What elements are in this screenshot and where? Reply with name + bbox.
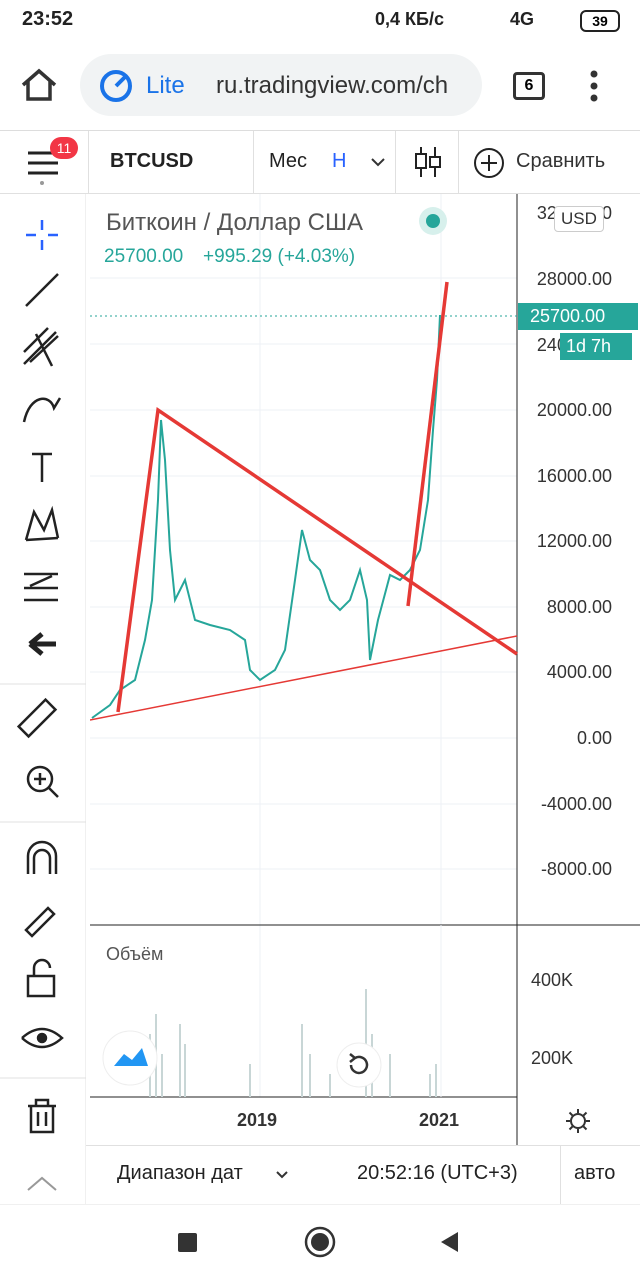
price-label: 16000.00 [536, 466, 612, 486]
divider [395, 131, 396, 193]
divider [560, 1146, 561, 1204]
symbol[interactable]: BTCUSD [110, 150, 194, 172]
time-label: 2019 [237, 1110, 278, 1130]
price-label: 12000.00 [536, 531, 612, 551]
divider [253, 131, 254, 193]
compare-icon[interactable] [473, 147, 505, 179]
legend-price: 25700.00 [104, 246, 184, 267]
network: 4G [510, 9, 535, 29]
volume-label: 400K [531, 970, 574, 990]
currency[interactable]: USD [554, 206, 604, 232]
dropdown-arrow [276, 1171, 288, 1179]
lite-icon [100, 70, 132, 102]
url: ru.tradingview.com/ch [216, 72, 449, 99]
text-tool[interactable] [32, 452, 52, 482]
prediction-tool[interactable] [24, 572, 58, 602]
ruler-tool[interactable] [16, 697, 58, 739]
time-label: 2021 [419, 1110, 460, 1130]
home-nav-button[interactable] [304, 1226, 336, 1258]
home-button[interactable] [20, 68, 58, 102]
dropdown-arrow [371, 158, 385, 167]
more-tools[interactable] [27, 1176, 57, 1191]
bottom-toolbar: Диапазон дат 20:52:16 (UTC+3) авто [86, 1145, 640, 1204]
delete-tool[interactable] [28, 1098, 56, 1134]
crosshair-tool[interactable] [26, 220, 58, 250]
price-label: 28000.00 [536, 269, 612, 289]
clock-timezone[interactable]: 20:52:16 (UTC+3) [357, 1162, 518, 1184]
candles-icon[interactable] [413, 145, 443, 179]
price-label: -4000.00 [540, 794, 612, 814]
symbol-title: Биткоин / Доллар США [106, 209, 363, 236]
price-label: -8000.00 [540, 859, 612, 879]
reset-button[interactable] [336, 1042, 382, 1088]
divider [88, 131, 89, 193]
pattern-tool[interactable] [24, 505, 60, 542]
trend-line-tool[interactable] [25, 273, 59, 307]
interval[interactable]: Мес [269, 150, 308, 172]
price-label: 20000.00 [536, 400, 612, 420]
speed: 0,4 КБ/с [375, 9, 444, 29]
notification-badge: 11 [50, 137, 78, 159]
battery: 39 [580, 10, 620, 32]
brush-tool[interactable] [22, 397, 62, 423]
divider [458, 131, 459, 193]
volume-bars [149, 989, 437, 1097]
grid [90, 194, 517, 1097]
lock-drawing-tool[interactable] [24, 906, 56, 938]
settings-button[interactable] [565, 1108, 591, 1134]
date-range[interactable]: Диапазон дат [117, 1162, 243, 1184]
compare-button[interactable]: Сравнить [516, 150, 606, 172]
tv-logo-button[interactable] [102, 1030, 158, 1086]
menu-button[interactable] [588, 70, 600, 102]
auto-scale[interactable]: авто [574, 1162, 616, 1184]
magnet-tool[interactable] [26, 840, 58, 874]
trend-lines [90, 281, 518, 721]
volume-label: 200K [531, 1048, 574, 1068]
volume-title: Объём [106, 944, 164, 964]
lite-label: Lite [146, 72, 185, 99]
countdown-tag: 1d 7h [560, 333, 632, 360]
status-bar: 23:52 0,4 КБ/с 4G 39 [0, 0, 640, 40]
chart-toolbar: 11 BTCUSD Мес Н Сравнить [0, 131, 640, 194]
price-axis: 32000.00 28000.00 24000.00 20000.00 1600… [518, 194, 640, 925]
hide-tools[interactable] [28, 632, 56, 656]
zoom-tool[interactable] [26, 765, 59, 798]
back-button[interactable] [441, 1232, 458, 1252]
price-label: 0.00 [576, 728, 612, 748]
address-bar[interactable]: Lite ru.tradingview.com/ch [80, 54, 482, 116]
last-price-tag: 25700.00 [518, 303, 638, 330]
browser-bar: Lite ru.tradingview.com/ch 6 [0, 40, 640, 131]
unlock-tool[interactable] [26, 958, 56, 998]
legend-change: +995.29 (+4.03%) [203, 246, 356, 267]
price-label: 8000.00 [546, 597, 612, 617]
price-series [91, 314, 441, 719]
recents-button[interactable] [178, 1233, 197, 1252]
fib-tool[interactable] [23, 327, 59, 367]
price-label: 4000.00 [546, 662, 612, 682]
drawing-tools [0, 194, 86, 1204]
chart-style[interactable]: Н [332, 150, 347, 172]
navigation-bar [0, 1204, 640, 1258]
tabs-button[interactable]: 6 [513, 72, 545, 100]
clock: 23:52 [22, 8, 74, 30]
market-status [419, 207, 447, 235]
visibility-tool[interactable] [21, 1027, 64, 1049]
